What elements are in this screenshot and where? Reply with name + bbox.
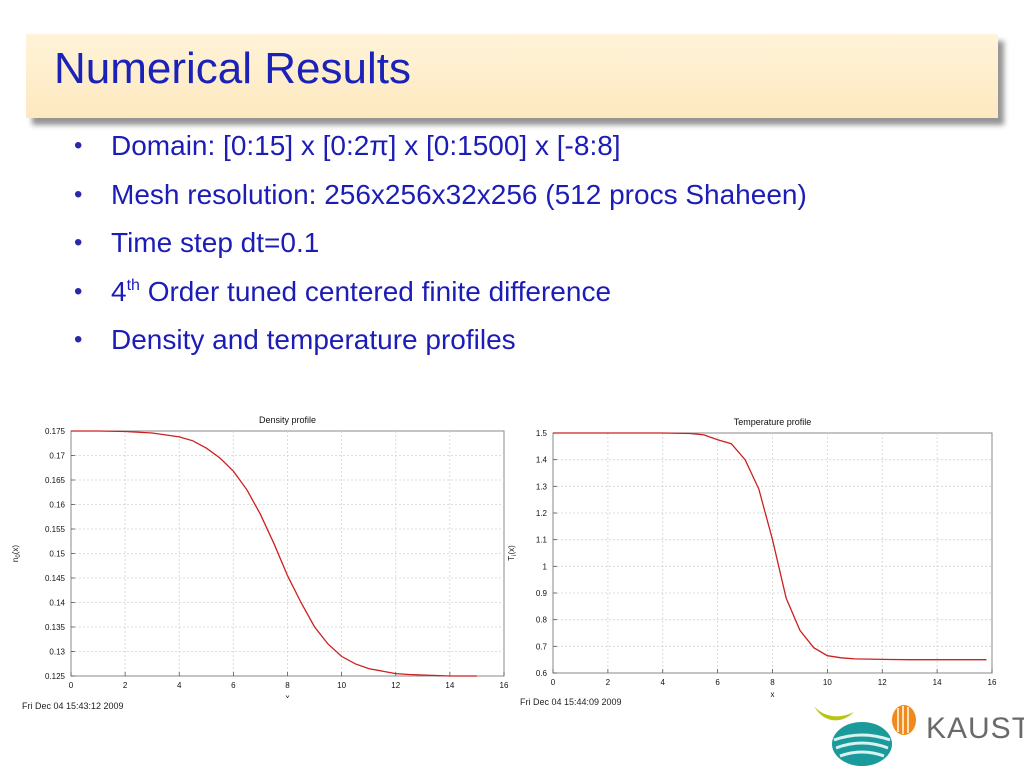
x-tick-label: 8 [770, 678, 775, 687]
y-tick-label: 1.4 [536, 456, 548, 465]
y-tick-label: 0.145 [45, 574, 66, 583]
y-tick-label: 0.14 [49, 599, 65, 608]
series-line-1 [553, 432, 987, 661]
x-axis-label-0: x [286, 693, 290, 698]
x-tick-label: 14 [445, 681, 454, 690]
slide-title: Numerical Results [54, 44, 411, 93]
kaust-logo-text: KAUST [926, 712, 1024, 745]
bullet-mesh-text: Mesh resolution: 256x256x32x256 (512 pro… [111, 178, 807, 210]
y-axis-label-1: Ti(x) [507, 545, 518, 561]
logo-leaf-yellow [814, 706, 854, 721]
bullet-order-number: 4 [111, 275, 127, 307]
kaust-logo-mark [814, 705, 916, 766]
x-tick-label: 6 [715, 678, 720, 687]
x-tick-label: 0 [551, 678, 556, 687]
bullet-list: Domain: [0:15] x [0:2π] x [0:1500] x [-8… [74, 122, 807, 365]
x-tick-label: 12 [391, 681, 400, 690]
y-tick-label: 0.165 [45, 476, 66, 485]
y-tick-label: 0.7 [536, 642, 548, 651]
x-tick-label: 2 [606, 678, 611, 687]
bullet-order-superscript: th [126, 276, 140, 294]
x-tick-label: 4 [177, 681, 182, 690]
logo-wing-lines [897, 706, 909, 734]
y-tick-label: 0.15 [49, 550, 65, 559]
temperature-timestamp: Fri Dec 04 15:44:09 2009 [520, 697, 622, 707]
density-timestamp: Fri Dec 04 15:43:12 2009 [22, 701, 124, 711]
bullet-domain-text: Domain: [0:15] x [0:2π] x [0:1500] x [-8… [111, 130, 621, 161]
y-tick-label: 0.13 [49, 648, 65, 657]
x-tick-label: 2 [123, 681, 128, 690]
y-tick-label: 0.16 [49, 501, 65, 510]
y-tick-label: 0.175 [45, 427, 66, 436]
y-tick-label: 1 [543, 562, 548, 571]
y-tick-label: 1.2 [536, 509, 548, 518]
x-tick-label: 14 [933, 678, 942, 687]
y-tick-label: 0.17 [49, 452, 65, 461]
density-profile-chart: Density profile 0 2 4 6 8 10 12 14 16 0.125 0.13 0.1… [11, 415, 509, 698]
temperature-profile-chart: Temperature profile 0 2 4 6 8 10 12 14 16 0.6 0.7 0.… [507, 417, 997, 698]
bullet-order-text: Order tuned centered finite difference [139, 275, 612, 307]
y-tick-label: 1.3 [536, 482, 548, 491]
x-tick-label: 12 [878, 678, 887, 687]
chart-title-0: Density profile [259, 415, 316, 425]
y-tick-label: 0.9 [536, 589, 548, 598]
bullet-profiles-text: Density and temperature profiles [111, 324, 516, 355]
bullet-finite-difference: 4th Order tuned centered finite differen… [74, 268, 807, 317]
bullet-time-step: Time step dt=0.1 [74, 219, 807, 268]
logo-sphere-stripes [833, 733, 891, 758]
bullet-domain: Domain: [0:15] x [0:2π] x [0:1500] x [-8… [74, 122, 807, 171]
bullet-time-step-text: Time step dt=0.1 [111, 227, 320, 258]
x-tick-label: 8 [285, 681, 290, 690]
bullet-mesh-resolution: Mesh resolution: 256x256x32x256 (512 pro… [74, 171, 807, 220]
y-tick-label: 0.6 [536, 669, 548, 678]
x-tick-label: 0 [69, 681, 74, 690]
chart-title-1: Temperature profile [734, 417, 812, 427]
y-tick-label: 0.135 [45, 623, 66, 632]
y-axis-label-0: n0(x) [11, 545, 22, 562]
y-tick-label: 1.5 [536, 429, 548, 438]
x-tick-label: 10 [337, 681, 346, 690]
y-tick-label: 0.125 [45, 672, 66, 681]
x-tick-label: 16 [988, 678, 997, 687]
title-bar: Numerical Results [26, 34, 998, 118]
y-tick-label: 0.8 [536, 616, 548, 625]
x-tick-label: 16 [500, 681, 509, 690]
series-line-0 [71, 430, 477, 677]
x-tick-label: 4 [661, 678, 666, 687]
y-tick-label: 0.155 [45, 525, 66, 534]
x-tick-label: 10 [823, 678, 832, 687]
y-tick-label: 1.1 [536, 536, 548, 545]
x-tick-label: 6 [231, 681, 236, 690]
bullet-profiles: Density and temperature profiles [74, 316, 807, 365]
x-axis-label-1: x [771, 690, 775, 698]
